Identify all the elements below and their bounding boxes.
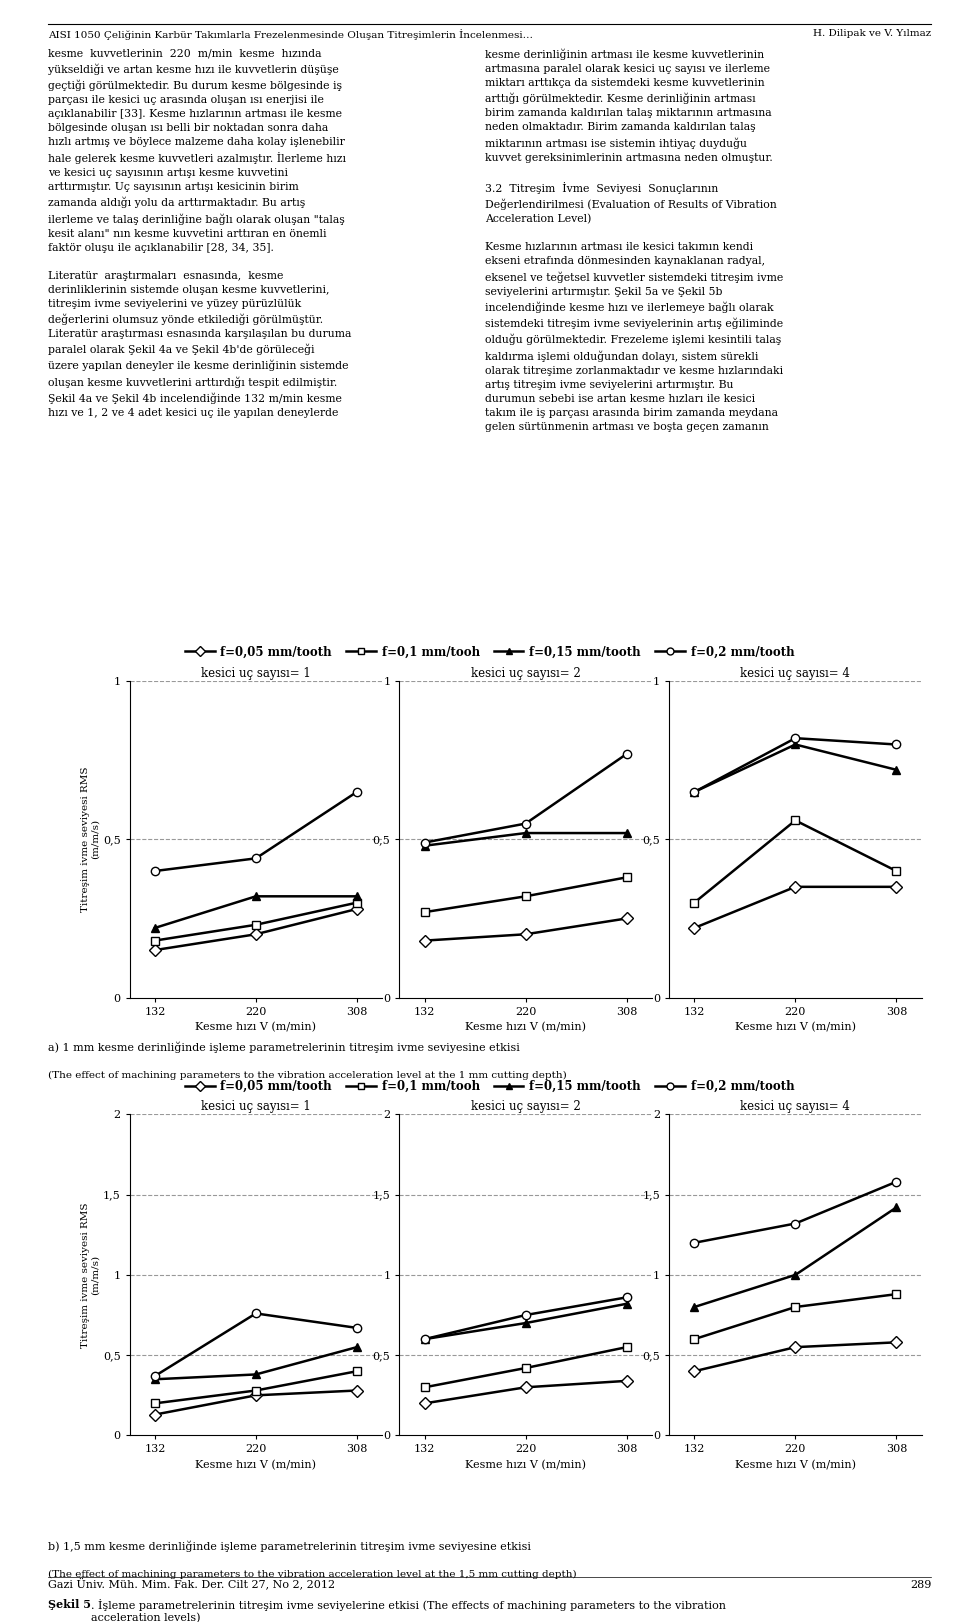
- Title: kesici uç sayısı= 1: kesici uç sayısı= 1: [201, 1100, 311, 1113]
- Legend: f=0,05 mm/tooth, f=0,1 mm/tooh, f=0,15 mm/tooth, f=0,2 mm/tooth: f=0,05 mm/tooth, f=0,1 mm/tooh, f=0,15 m…: [180, 1075, 799, 1098]
- X-axis label: Kesme hızı V (m/min): Kesme hızı V (m/min): [195, 1022, 317, 1033]
- Text: kesme derinliğinin artması ile kesme kuvvetlerinin
artmasına paralel olarak kesi: kesme derinliğinin artması ile kesme kuv…: [485, 49, 783, 431]
- Text: a) 1 mm kesme derinliğinde işleme parametrelerinin titreşim ivme seviyesine etki: a) 1 mm kesme derinliğinde işleme parame…: [48, 1041, 523, 1053]
- Text: (The effect of machining parameters to the vibration acceleration level at the 1: (The effect of machining parameters to t…: [48, 1570, 577, 1580]
- Title: kesici uç sayısı= 4: kesici uç sayısı= 4: [740, 1100, 851, 1113]
- X-axis label: Kesme hızı V (m/min): Kesme hızı V (m/min): [734, 1460, 856, 1471]
- Title: kesici uç sayısı= 1: kesici uç sayısı= 1: [201, 667, 311, 680]
- X-axis label: Kesme hızı V (m/min): Kesme hızı V (m/min): [465, 1460, 587, 1471]
- Text: AISI 1050 Çeliğinin Karbür Takımlarla Frezelenmesinde Oluşan Titreşimlerin İncel: AISI 1050 Çeliğinin Karbür Takımlarla Fr…: [48, 29, 533, 41]
- Title: kesici uç sayısı= 2: kesici uç sayısı= 2: [470, 1100, 581, 1113]
- Text: (The effect of machining parameters to the vibration acceleration level at the 1: (The effect of machining parameters to t…: [48, 1071, 566, 1080]
- Text: 289: 289: [910, 1580, 931, 1590]
- X-axis label: Kesme hızı V (m/min): Kesme hızı V (m/min): [195, 1460, 317, 1471]
- Text: kesme  kuvvetlerinin  220  m/min  kesme  hızında
yükseldiği ve artan kesme hızı : kesme kuvvetlerinin 220 m/min kesme hızı…: [48, 49, 351, 418]
- Text: Şekil 5: Şekil 5: [48, 1599, 91, 1611]
- Text: H. Dilipak ve V. Yılmaz: H. Dilipak ve V. Yılmaz: [813, 29, 931, 39]
- Title: kesici uç sayısı= 2: kesici uç sayısı= 2: [470, 667, 581, 680]
- Y-axis label: Titreşim ivme seviyesi RMS
(m/m/s): Titreşim ivme seviyesi RMS (m/m/s): [81, 767, 100, 912]
- Title: kesici uç sayısı= 4: kesici uç sayısı= 4: [740, 667, 851, 680]
- X-axis label: Kesme hızı V (m/min): Kesme hızı V (m/min): [734, 1022, 856, 1033]
- Legend: f=0,05 mm/tooth, f=0,1 mm/tooh, f=0,15 mm/tooth, f=0,2 mm/tooth: f=0,05 mm/tooth, f=0,1 mm/tooh, f=0,15 m…: [180, 641, 799, 663]
- Text: Gazi Üniv. Müh. Mim. Fak. Der. Cilt 27, No 2, 2012: Gazi Üniv. Müh. Mim. Fak. Der. Cilt 27, …: [48, 1578, 335, 1590]
- Text: b) 1,5 mm kesme derinliğinde işleme parametrelerinin titreşim ivme seviyesine et: b) 1,5 mm kesme derinliğinde işleme para…: [48, 1541, 535, 1552]
- X-axis label: Kesme hızı V (m/min): Kesme hızı V (m/min): [465, 1022, 587, 1033]
- Y-axis label: Titreşim ivme seviyesi RMS
(m/m/s): Titreşim ivme seviyesi RMS (m/m/s): [81, 1202, 100, 1348]
- Text: . İşleme parametrelerinin titreşim ivme seviyelerine etkisi (The effects of mach: . İşleme parametrelerinin titreşim ivme …: [91, 1599, 726, 1622]
